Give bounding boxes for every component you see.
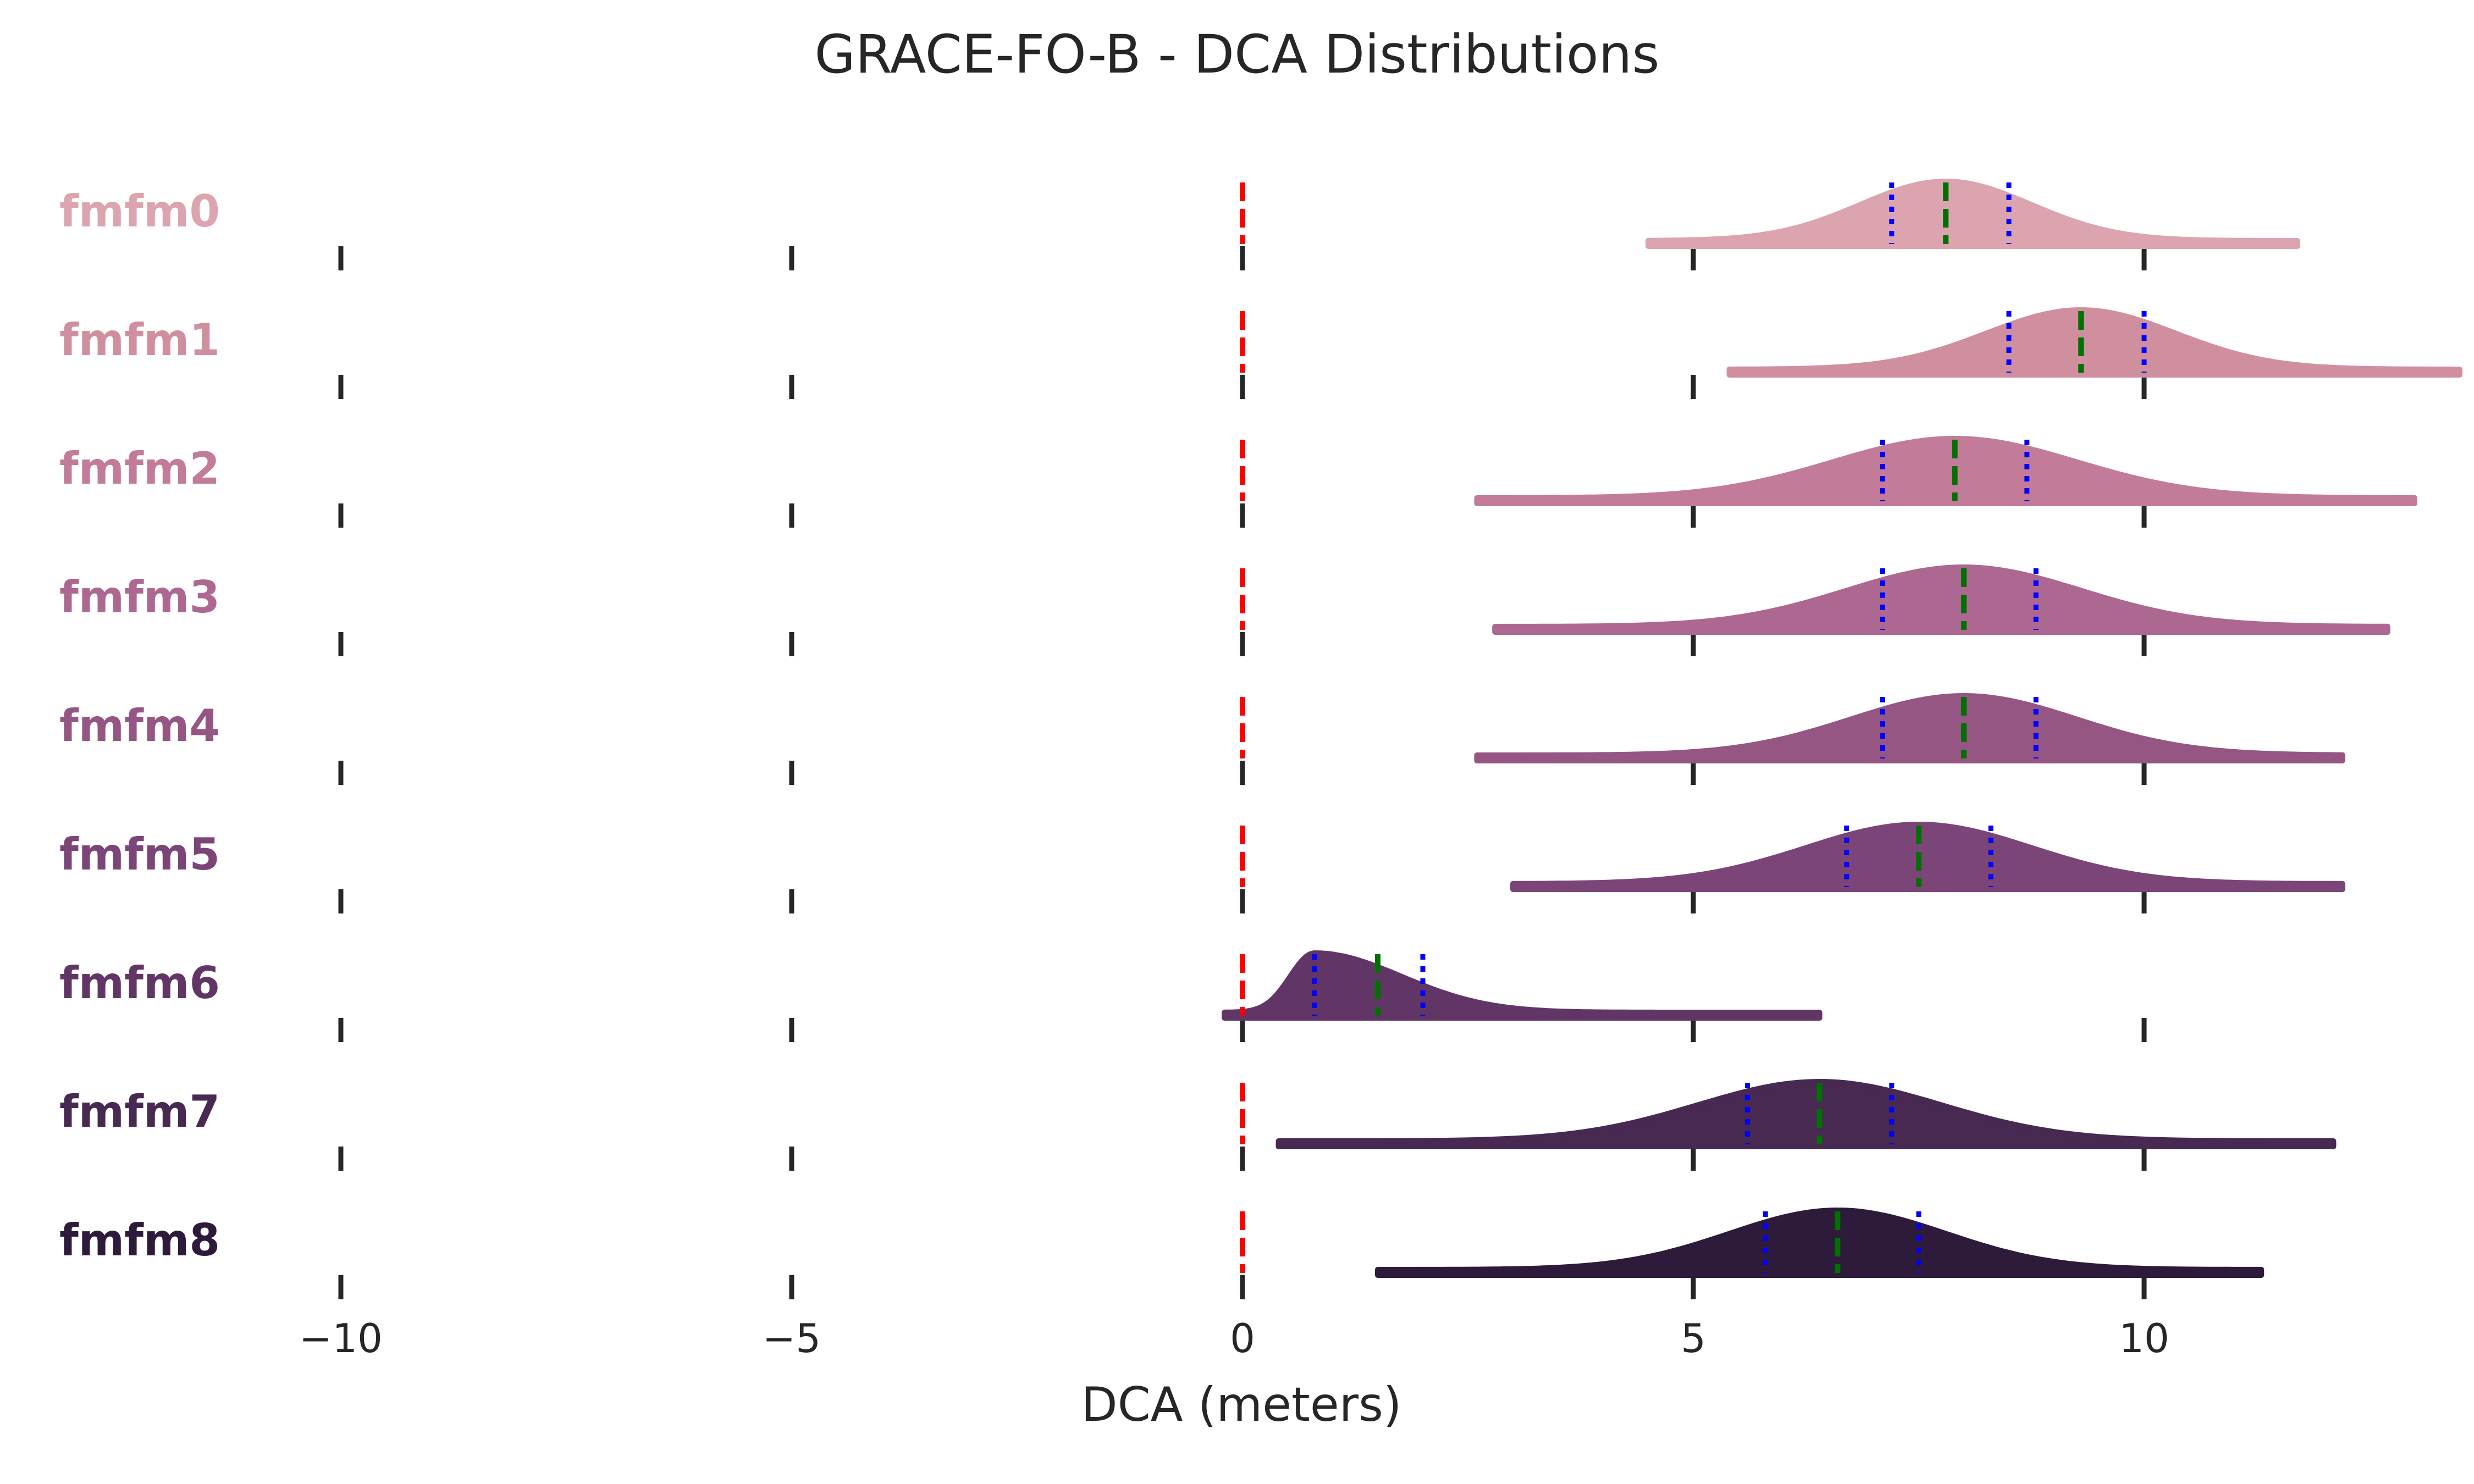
ridge-row-fmfm4: fmfm4 — [59, 693, 2345, 785]
ridge-row-fmfm5: fmfm5 — [59, 822, 2345, 913]
x-tick-label: −10 — [299, 1315, 383, 1361]
row-label-fmfm5: fmfm5 — [59, 829, 220, 880]
density-fmfm6 — [1222, 950, 1823, 1021]
density-fmfm5 — [1510, 822, 2345, 892]
ridge-rows: fmfm0 fmfm1 fmfm2 fmfm3 fmfm4 fmfm5 fmfm6 fmfm7… — [59, 179, 2462, 1299]
row-label-fmfm3: fmfm3 — [59, 572, 220, 623]
density-fmfm8 — [1375, 1208, 2265, 1278]
x-tick-label: 10 — [2119, 1315, 2169, 1361]
row-label-fmfm4: fmfm4 — [59, 700, 220, 751]
density-fmfm2 — [1474, 436, 2417, 506]
chart-title: GRACE-FO-B - DCA Distributions — [815, 24, 1660, 85]
density-fmfm7 — [1275, 1079, 2337, 1149]
x-tick-label: 0 — [1230, 1315, 1255, 1361]
ridge-row-fmfm8: fmfm8 — [59, 1208, 2265, 1299]
row-label-fmfm0: fmfm0 — [59, 186, 220, 237]
ridge-row-fmfm1: fmfm1 — [59, 307, 2462, 399]
density-fmfm3 — [1492, 564, 2390, 635]
row-label-fmfm2: fmfm2 — [59, 443, 220, 494]
x-axis: −10 −5 0 5 10 — [299, 1315, 2169, 1361]
row-label-fmfm1: fmfm1 — [59, 314, 220, 366]
x-tick-label: 5 — [1681, 1315, 1706, 1361]
ridge-row-fmfm7: fmfm7 — [59, 1079, 2337, 1171]
density-fmfm0 — [1645, 179, 2300, 249]
row-label-fmfm6: fmfm6 — [59, 957, 220, 1009]
row-label-fmfm8: fmfm8 — [59, 1215, 220, 1266]
row-label-fmfm7: fmfm7 — [59, 1086, 220, 1137]
ridge-row-fmfm6: fmfm6 — [59, 950, 2147, 1042]
ridge-row-fmfm2: fmfm2 — [59, 436, 2417, 528]
x-axis-label: DCA (meters) — [1081, 1377, 1401, 1432]
x-tick-label: −5 — [763, 1315, 821, 1361]
ridge-row-fmfm0: fmfm0 — [59, 179, 2300, 270]
density-fmfm4 — [1474, 693, 2345, 763]
ridge-row-fmfm3: fmfm3 — [59, 564, 2390, 656]
density-fmfm1 — [1726, 307, 2462, 378]
